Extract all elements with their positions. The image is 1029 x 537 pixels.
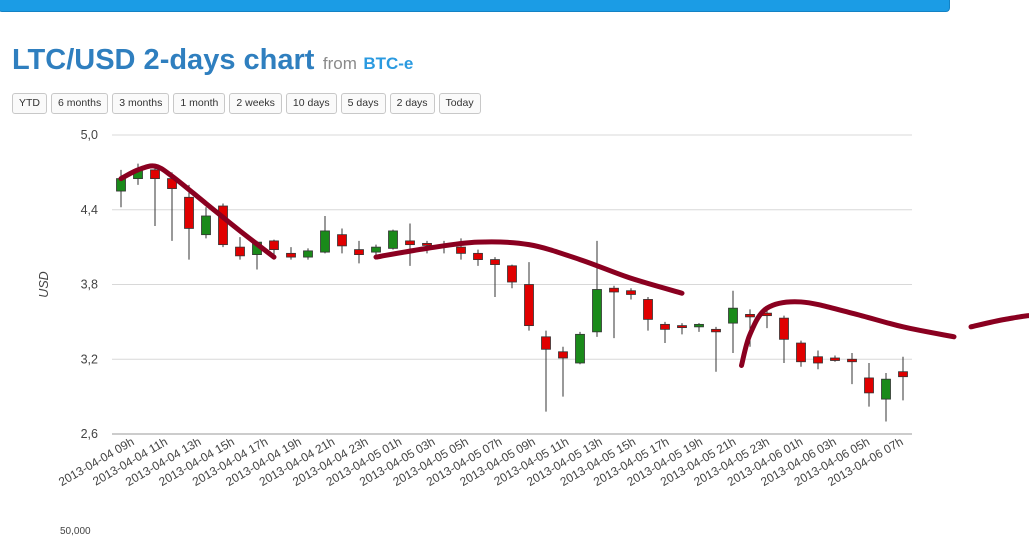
trend-line [118,163,277,260]
y-tick-label: 2,6 [81,427,98,441]
chart-header: LTC/USD 2-days chart from BTC-e [12,44,413,77]
candle-body [728,307,738,324]
candle-body [626,290,636,295]
top-navbar [0,0,950,12]
range-button-2-days[interactable]: 2 days [389,93,435,114]
range-button-5-days[interactable]: 5 days [340,93,386,114]
candle-body [371,246,381,253]
candle-body [558,351,568,359]
range-button-ytd[interactable]: YTD [12,93,47,114]
page-title: LTC/USD 2-days chart [12,44,315,76]
candle-body [830,357,840,361]
candle-body [201,215,211,236]
candle-body [677,325,687,329]
candle-body [898,371,908,378]
candle-body [473,252,483,260]
candle-body [235,246,245,257]
candle-body [745,313,755,318]
candle-body [592,289,602,333]
candle-body [490,259,500,265]
from-label: from [322,54,357,73]
range-button-2-weeks[interactable]: 2 weeks [229,93,282,114]
candle-body [337,234,347,247]
range-button-3-months[interactable]: 3 months [112,93,170,114]
candle-body [813,356,823,364]
range-button-10-days[interactable]: 10 days [285,93,337,114]
candle-body [711,328,721,333]
candle-body [660,323,670,330]
source-link[interactable]: BTC-e [363,54,414,73]
candle-body [456,246,466,254]
range-selector: YTD 6 months 3 months 1 month 2 weeks 10 days… [12,93,481,114]
candle-body [422,242,432,246]
volume-axis-label: 50,000 [60,526,91,537]
candle-body [881,378,891,400]
trend-line [373,239,685,296]
y-tick-label: 5,0 [81,128,98,142]
candle-body [269,240,279,251]
range-button-1-month[interactable]: 1 month [173,93,226,114]
candle-body [643,299,653,320]
candle-body [507,265,517,283]
candle-body [796,342,806,363]
candle-body [405,240,415,246]
candle-body [575,333,585,364]
y-tick-label: 4,4 [81,203,98,217]
candle-body [694,323,704,328]
trend-line [739,299,957,368]
candle-body [286,252,296,258]
candle-body [541,336,551,350]
y-tick-label: 3,8 [81,278,98,292]
candle-body [388,230,398,249]
candle-body [218,205,228,246]
candle-body [779,317,789,340]
candle-body [354,249,364,256]
candle-body [184,196,194,229]
candle-body [847,358,857,363]
y-tick-label: 3,2 [81,352,98,366]
candle-body [864,377,874,394]
y-axis-label: USD [37,271,51,297]
trend-line [968,313,1029,330]
candle-body [320,230,330,253]
candle-body [524,284,534,327]
range-button-6-months[interactable]: 6 months [51,93,109,114]
candle-body [150,169,160,180]
range-button-today[interactable]: Today [438,93,481,114]
candle-body [609,287,619,293]
candle-body [303,250,313,258]
